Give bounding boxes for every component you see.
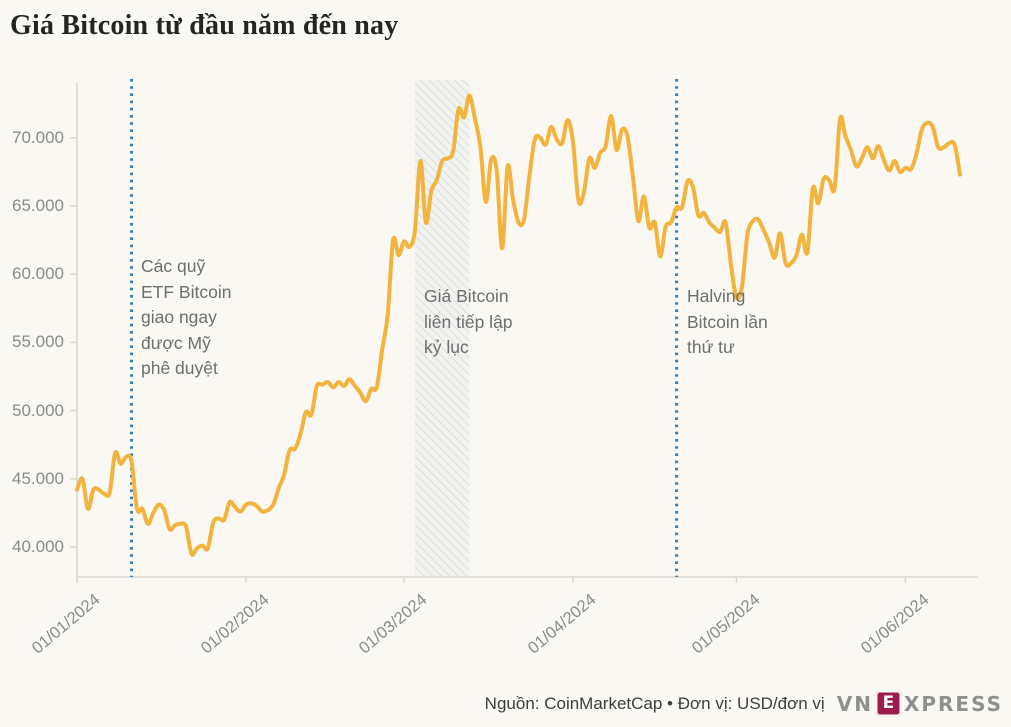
footer: Nguồn: CoinMarketCap • Đơn vị: USD/đơn v… [485,691,1003,716]
y-tick-label: 40.000 [12,537,64,556]
annotation-etf-approval: Các quỹ ETF Bitcoin giao ngay được Mỹ ph… [141,256,232,378]
axis-ticks [70,137,907,583]
vnexpress-logo: VN E XPRESS [837,691,1003,716]
annotation-halving: Halving Bitcoin lần thứ tư [687,286,768,357]
source-note: Nguồn: CoinMarketCap • Đơn vị: USD/đơn v… [484,693,825,713]
y-tick-label: 60.000 [12,264,64,284]
annotation-record-streak: Giá Bitcoin liên tiếp lập kỷ lục [424,286,513,357]
y-tick-label: 70.000 [12,127,64,147]
logo-e-letter: E [882,693,895,713]
y-tick-label: 65.000 [12,196,64,215]
logo-suffix: XPRESS [903,691,1003,716]
price-line [75,93,962,557]
y-tick-label: 50.000 [12,400,64,420]
y-tick-label: 45.000 [12,468,64,488]
chart-title: Giá Bitcoin từ đầu năm đến nay [10,10,399,41]
y-tick-label: 55.000 [12,332,64,352]
logo-prefix: VN [836,691,873,716]
logo-e-badge: E [875,691,901,716]
